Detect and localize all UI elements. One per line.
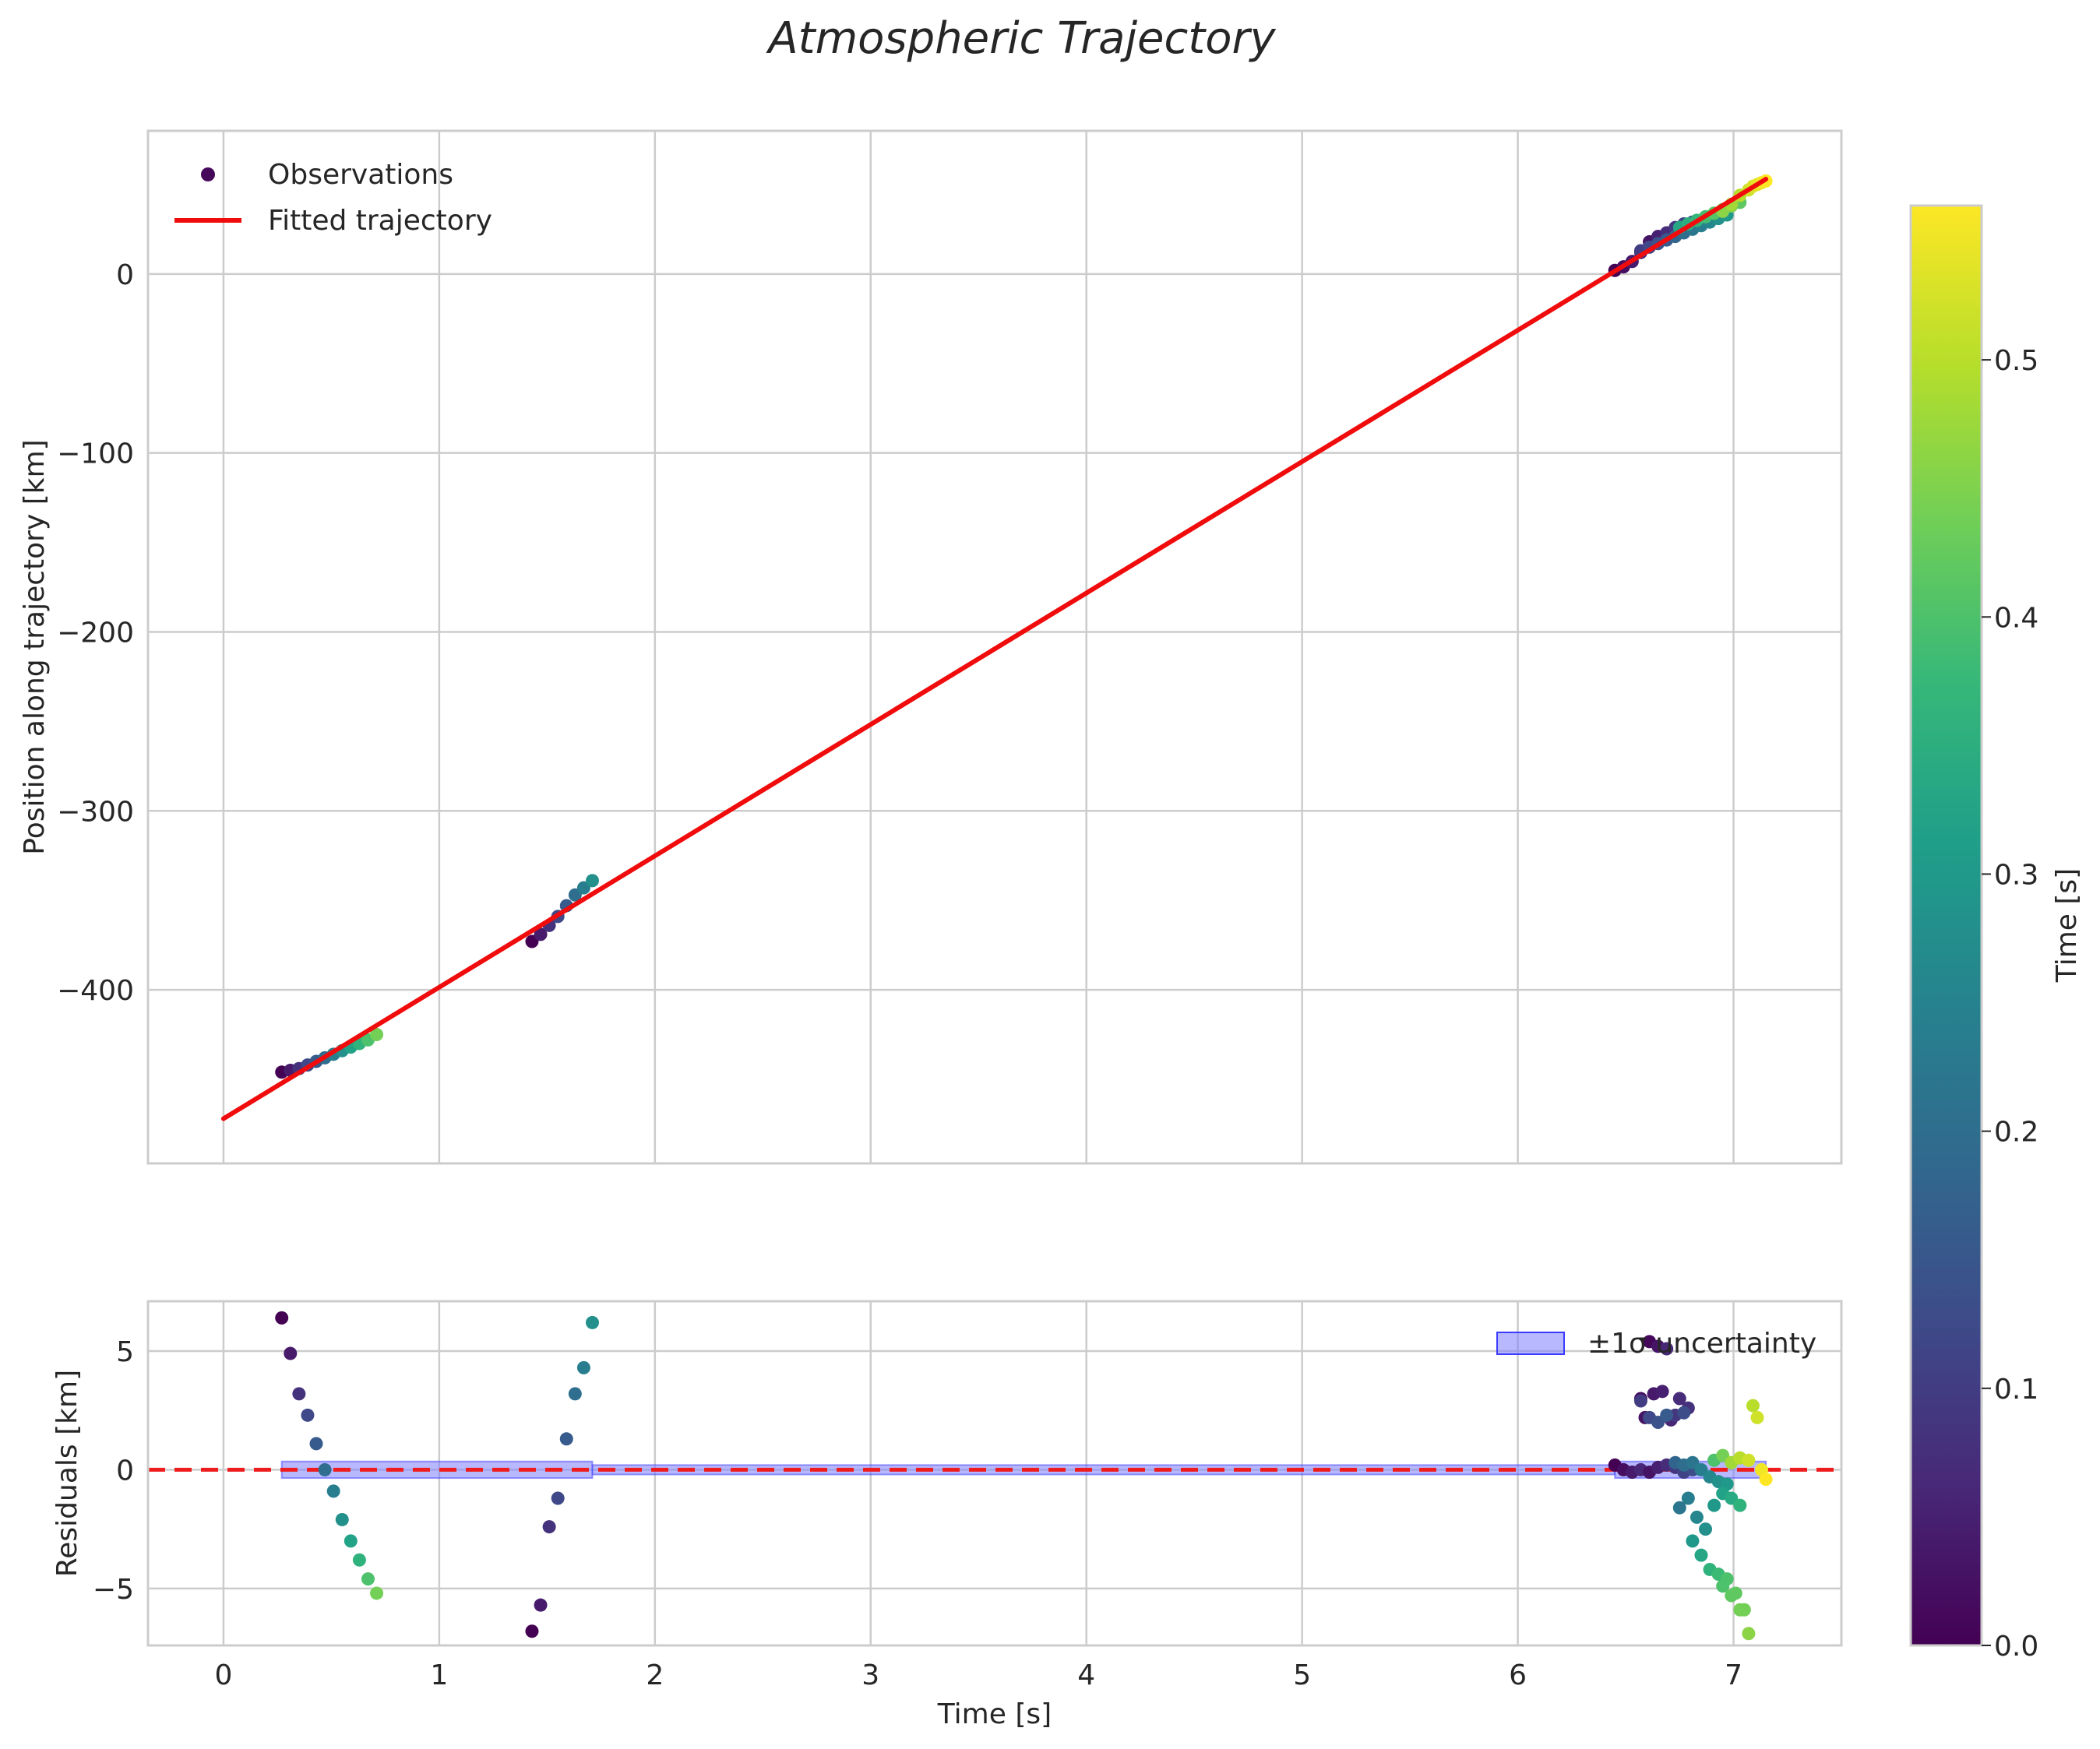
residual-point (275, 1311, 289, 1325)
colorbar-tick-labels: 0.0 0.1 0.2 0.3 0.4 0.5 (1982, 345, 2038, 1663)
residual-point (1690, 1510, 1704, 1524)
colorbar-gradient (1909, 204, 1983, 1647)
x-tick-label: 7 (1725, 1659, 1742, 1691)
residual-point (559, 1432, 573, 1446)
colorbar-tick-label: 0.2 (1994, 1117, 2038, 1149)
top-y-tick-label: −200 (57, 617, 134, 649)
bottom-marks (148, 1311, 1841, 1641)
residual-point (1746, 1399, 1760, 1413)
residual-point (1686, 1534, 1700, 1548)
residual-point (1655, 1385, 1669, 1399)
colorbar: 0.0 0.1 0.2 0.3 0.4 0.5 Time [s] (1909, 204, 2083, 1663)
chart-title: Atmospheric Trajectory (766, 13, 1276, 64)
residual-point (318, 1462, 332, 1476)
residual-point (1672, 1501, 1686, 1515)
legend-uncertainty-swatch (1496, 1332, 1565, 1355)
residual-point (301, 1408, 315, 1422)
residual-point (1672, 1392, 1686, 1406)
legend-uncertainty-label: ±1σ uncertainty (1587, 1328, 1816, 1360)
colorbar-tick-label: 0.1 (1994, 1374, 2038, 1406)
top-panel: 0 −100 −200 −300 −400 Position along traject… (19, 129, 1843, 1165)
colorbar-tick-label: 0.4 (1994, 602, 2038, 634)
residual-point (1707, 1498, 1721, 1512)
residual-point (1742, 1627, 1756, 1641)
bottom-panel: 5 0 −5 0 1 2 3 4 5 6 7 Residuals [km] Time [s] ±1… (51, 1300, 1843, 1730)
residual-point (1633, 1394, 1647, 1408)
x-tick-label: 2 (646, 1659, 664, 1691)
legend-observations-marker (201, 167, 215, 181)
residual-point (1660, 1408, 1674, 1422)
x-axis-label: Time [s] (937, 1698, 1052, 1730)
residual-point (1733, 1498, 1747, 1512)
colorbar-label: Time [s] (2051, 868, 2083, 983)
x-tick-label: 4 (1077, 1659, 1095, 1691)
bottom-y-tick-label: 5 (116, 1336, 134, 1368)
residual-point (1759, 1473, 1773, 1487)
bottom-x-tick-labels: 0 1 2 3 4 5 6 7 (214, 1659, 1742, 1691)
residual-point (344, 1534, 358, 1548)
colorbar-tick-label: 0.0 (1994, 1631, 2038, 1663)
bottom-y-axis-label: Residuals [km] (51, 1370, 83, 1577)
residual-point (284, 1346, 298, 1360)
residual-point (542, 1520, 556, 1534)
residual-point (568, 1387, 582, 1401)
observation-point (534, 927, 548, 941)
fitted-trajectory-line (220, 177, 1769, 1121)
residual-point (1694, 1548, 1708, 1562)
top-y-axis-label: Position along trajectory [km] (19, 439, 51, 854)
bottom-y-tick-labels: 5 0 −5 (93, 1336, 134, 1606)
x-tick-label: 6 (1509, 1659, 1527, 1691)
residual-point (1733, 1603, 1747, 1617)
top-y-tick-label: −400 (57, 975, 134, 1007)
bottom-y-tick-label: −5 (93, 1574, 134, 1606)
residual-point (309, 1437, 323, 1451)
residual-point (326, 1484, 340, 1498)
residual-point (1742, 1453, 1756, 1467)
x-tick-label: 1 (430, 1659, 448, 1691)
residual-point (586, 1315, 600, 1329)
residual-point (525, 1624, 539, 1638)
residual-point (1677, 1406, 1691, 1420)
x-tick-label: 5 (1293, 1659, 1311, 1691)
bottom-y-tick-label: 0 (116, 1455, 134, 1487)
top-y-tick-label: −300 (57, 796, 134, 828)
bottom-legend: ±1σ uncertainty (1496, 1328, 1816, 1360)
observation-point (586, 874, 600, 888)
residual-point (361, 1572, 375, 1586)
top-y-tick-labels: 0 −100 −200 −300 −400 (57, 259, 134, 1007)
legend-observations-label: Observations (268, 159, 453, 191)
legend-fit-label: Fitted trajectory (268, 205, 492, 237)
residual-point (1660, 1342, 1674, 1356)
residual-point (551, 1491, 565, 1505)
residual-point (1716, 1579, 1730, 1593)
residual-point (1725, 1589, 1739, 1603)
bottom-frame (146, 1300, 1843, 1647)
colorbar-tick-label: 0.3 (1994, 859, 2038, 891)
residual-point (576, 1360, 590, 1374)
top-y-tick-label: −100 (57, 438, 134, 470)
residual-point (335, 1512, 349, 1526)
top-legend: Observations Fitted trajectory (174, 159, 492, 237)
residual-point (292, 1387, 306, 1401)
residual-point (1699, 1522, 1713, 1536)
top-y-tick-label: 0 (116, 259, 134, 291)
residual-point (1681, 1491, 1695, 1505)
x-tick-label: 0 (214, 1659, 232, 1691)
colorbar-tick-label: 0.5 (1994, 345, 2038, 377)
residual-point (370, 1586, 384, 1600)
top-grid (148, 131, 1841, 1163)
x-tick-label: 3 (861, 1659, 879, 1691)
residual-point (1750, 1410, 1764, 1424)
top-marks (220, 174, 1773, 1121)
residual-point (352, 1553, 366, 1567)
residual-point (534, 1598, 548, 1612)
top-frame (146, 129, 1843, 1165)
observation-point (370, 1028, 384, 1042)
